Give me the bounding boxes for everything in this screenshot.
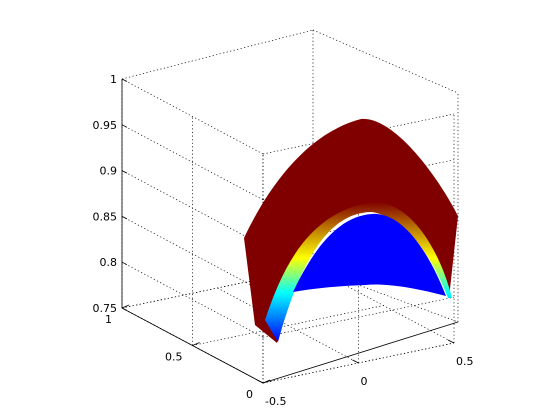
x-tick-label: -0.5 (265, 395, 286, 408)
z-grid-line (121, 78, 264, 155)
z-tick-mark (121, 261, 128, 266)
box-edge (312, 29, 459, 94)
x-tick-label: 0.5 (456, 355, 474, 368)
surface-outer-sheet (244, 118, 458, 343)
z-tick-mark (121, 307, 128, 311)
z-grid-line (121, 124, 264, 201)
y-tick-mark (192, 342, 200, 346)
y-tick-label: 0.5 (165, 351, 183, 364)
surface-transition-band (265, 201, 452, 342)
axes (121, 78, 459, 384)
y-grid-line (192, 305, 384, 346)
x-tick-mark (256, 379, 264, 384)
x-tick-mark (352, 359, 359, 364)
z-tick-label: 0.75 (93, 302, 118, 315)
y-tick-mark (262, 379, 271, 384)
y-tick-label: 1 (105, 313, 112, 326)
z-tick-label: 0.85 (93, 210, 118, 223)
z-tick-mark (121, 124, 128, 128)
z-tick-label: 0.8 (100, 256, 118, 269)
tick-labels: 0.75 0.8 0.85 0.9 0.95 1 0 0.5 1 -0.5 0 0.5 (93, 73, 474, 408)
surface-inner-sheet (293, 213, 446, 296)
z-tick-mark (121, 78, 128, 82)
surface (244, 118, 458, 343)
z-tick-label: 0.9 (100, 165, 118, 178)
z-tick-label: 0.95 (93, 119, 118, 132)
x-axis (262, 321, 459, 384)
z-tick-label: 1 (110, 73, 117, 86)
x-tick-label: 0 (361, 375, 368, 388)
x-tick-mark (447, 339, 455, 344)
z-tick-mark (121, 216, 128, 220)
box-edge (121, 29, 314, 80)
z-grid-line (121, 216, 264, 292)
y-tick-label: 0 (246, 388, 253, 401)
z-grid-line (262, 296, 455, 338)
z-grid-line (121, 261, 264, 338)
z-tick-mark (121, 170, 128, 174)
y-tick-mark (121, 304, 130, 309)
